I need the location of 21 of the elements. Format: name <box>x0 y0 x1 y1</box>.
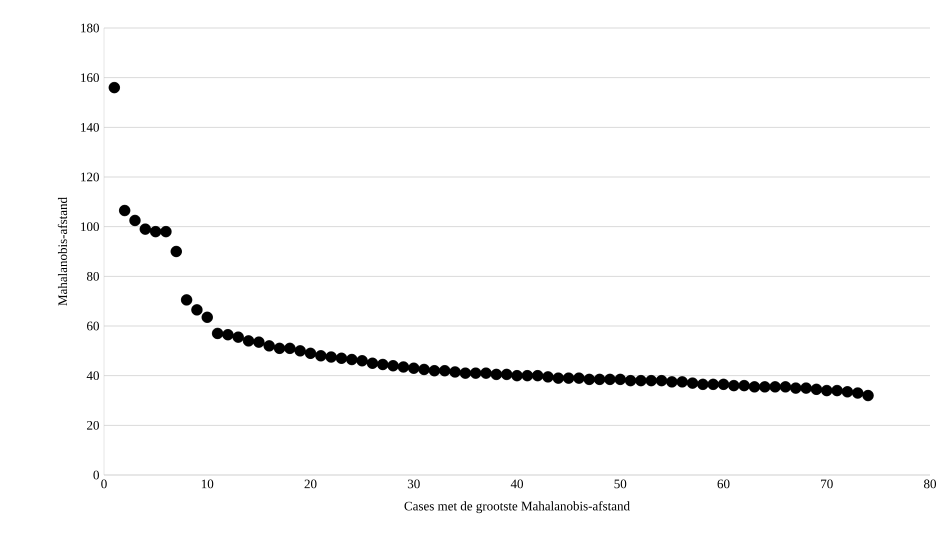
y-axis-title: Mahalanobis-afstand <box>58 197 68 306</box>
y-tick-label: 140 <box>81 122 99 132</box>
y-tick-label: 60 <box>87 322 99 330</box>
x-tick-label: 40 <box>510 480 523 488</box>
y-tick-label: 20 <box>87 420 99 430</box>
y-tick-label: 180 <box>81 24 99 32</box>
x-tick-label: 10 <box>202 480 214 488</box>
x-tick-label: 70 <box>821 480 833 488</box>
y-tick-label: 0 <box>93 470 99 480</box>
y-tick-label: 120 <box>81 172 99 182</box>
x-tick-label: 60 <box>718 480 730 488</box>
y-tick-label: 100 <box>81 222 99 232</box>
x-tick-label: 50 <box>614 480 626 488</box>
y-tick-label: 80 <box>86 272 99 281</box>
x-tick-label: 0 <box>101 480 107 488</box>
x-tick-label: 80 <box>924 480 936 488</box>
y-tick-label: 40 <box>86 371 99 380</box>
y-tick-label: 160 <box>81 73 99 82</box>
x-tick-label: 30 <box>408 480 420 488</box>
x-axis-title: Cases met de grootste Mahalanobis-afstand <box>404 501 630 514</box>
x-tick-label: 20 <box>304 480 316 488</box>
